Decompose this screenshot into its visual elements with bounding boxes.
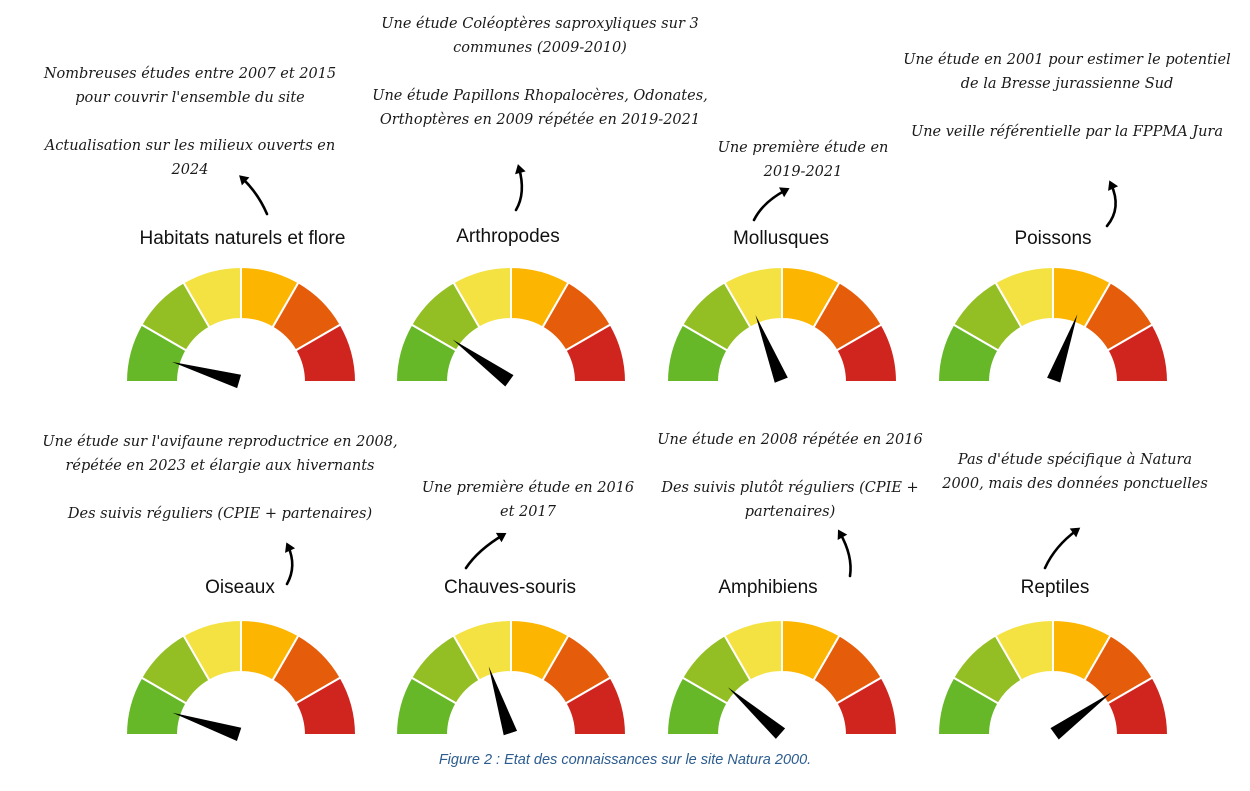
gauge-segment xyxy=(294,676,358,736)
gauge-segment xyxy=(564,323,628,383)
gauge-needle xyxy=(1050,692,1112,740)
gauge-title-amphibiens: Amphibiens xyxy=(718,577,818,598)
note-chauves-souris: Une première étude en 2016 et 2017 xyxy=(421,480,635,520)
gauge-needle xyxy=(171,361,242,389)
note-mollusques: Une première étude en 2019-2021 xyxy=(717,140,889,180)
gauge-title-arthropodes: Arthropodes xyxy=(456,226,560,247)
figure-caption: Figure 2 : Etat des connaissances sur le… xyxy=(438,752,812,768)
curved-arrow-icon xyxy=(464,532,507,570)
curved-arrow-icon xyxy=(1043,527,1081,570)
gauge-needle xyxy=(172,712,242,742)
note-reptiles: Pas d'étude spécifique à Natura 2000, ma… xyxy=(942,452,1208,492)
note-habitats: Nombreuses études entre 2007 et 2015 pou… xyxy=(43,66,337,178)
gauge-title-reptiles: Reptiles xyxy=(1020,577,1090,598)
gauge xyxy=(665,618,899,739)
gauge xyxy=(124,618,358,742)
gauge-segment xyxy=(835,323,899,383)
gauge-segment xyxy=(564,676,628,736)
gauge-segment xyxy=(1106,676,1170,736)
curved-arrow-icon xyxy=(752,187,790,222)
curved-arrow-icon xyxy=(285,542,296,586)
gauge-segment xyxy=(1106,323,1170,383)
gauge-needle xyxy=(488,666,518,736)
gauge-title-mollusques: Mollusques xyxy=(732,228,830,249)
curved-arrow-icon xyxy=(1105,180,1119,228)
gauge xyxy=(394,618,628,736)
note-poissons: Une étude en 2001 pour estimer le potent… xyxy=(903,52,1231,140)
gauge-title-poissons: Poissons xyxy=(1014,228,1092,249)
gauge-needle xyxy=(727,687,786,739)
note-arthropodes: Une étude Coléoptères saproxyliques sur … xyxy=(372,16,708,128)
gauge-title-oiseaux: Oiseaux xyxy=(205,577,275,598)
gauge-needle xyxy=(1047,314,1078,383)
gauge xyxy=(936,265,1170,383)
curved-arrow-icon xyxy=(239,175,269,216)
gauge-title-habitats: Habitats naturels et flore xyxy=(139,228,346,249)
curved-arrow-icon xyxy=(837,529,852,578)
gauge xyxy=(124,265,358,389)
curved-arrow-icon xyxy=(514,164,526,212)
gauge-needle xyxy=(755,315,788,383)
gauge-segment xyxy=(294,323,358,383)
note-amphibiens: Une étude en 2008 répétée en 2016 Des su… xyxy=(657,432,923,520)
gauge-title-chauves-souris: Chauves-souris xyxy=(444,577,576,598)
gauge xyxy=(936,618,1170,740)
gauge-segment xyxy=(835,676,899,736)
note-oiseaux: Une étude sur l'avifaune reproductrice e… xyxy=(42,434,398,522)
gauge-needle xyxy=(452,339,514,387)
gauge xyxy=(665,265,899,383)
gauge xyxy=(394,265,628,387)
